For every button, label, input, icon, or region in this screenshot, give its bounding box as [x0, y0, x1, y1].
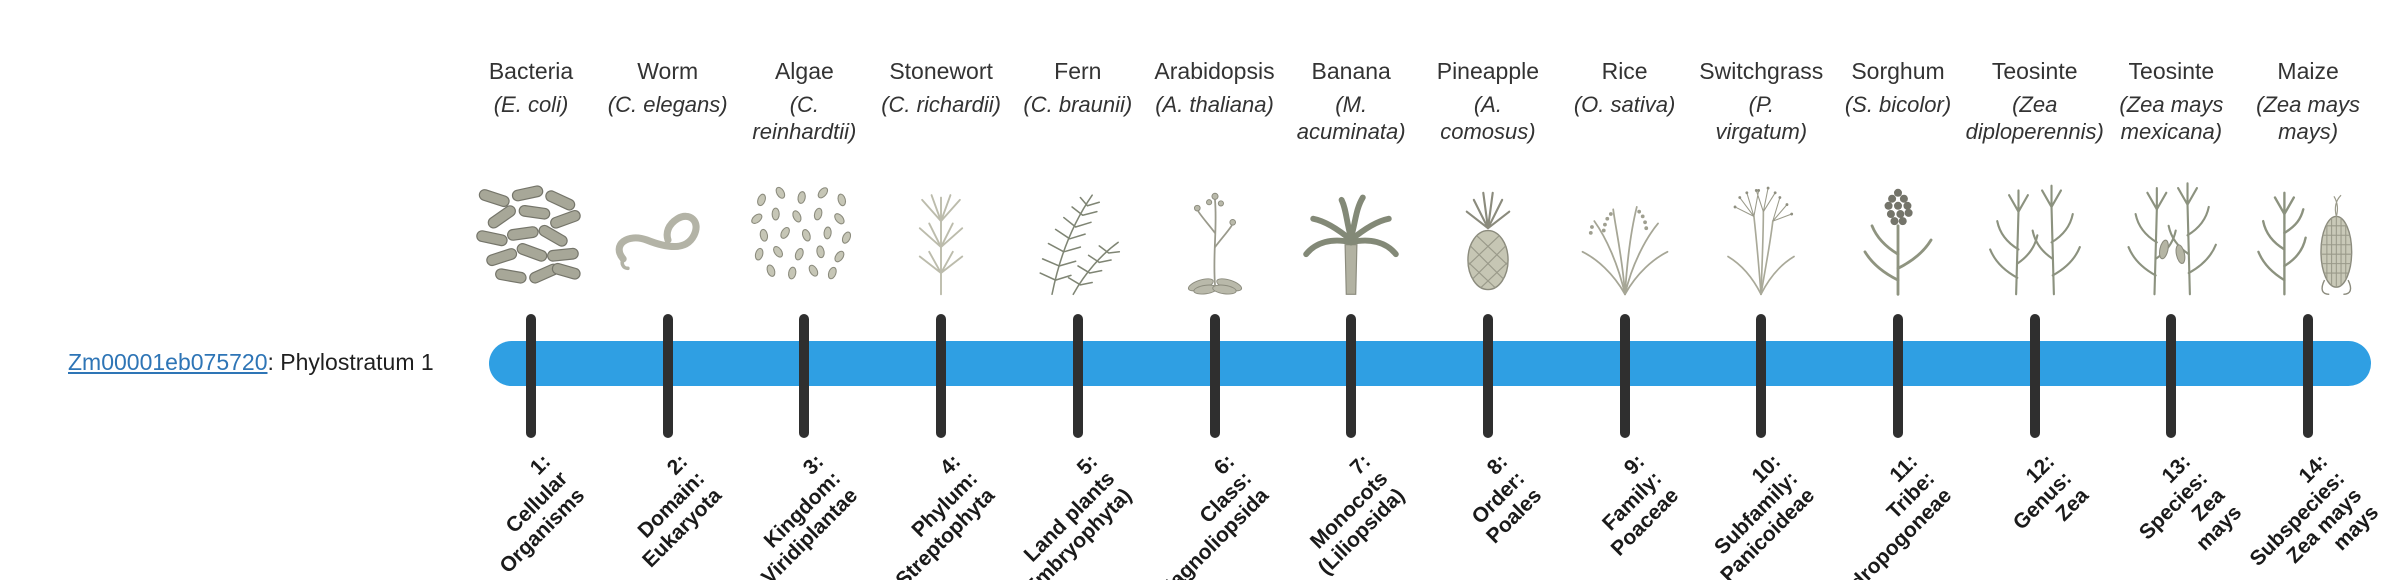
timeline-tick — [2166, 314, 2177, 438]
organism-header: Worm (C. elegans) — [588, 56, 748, 118]
teosinte-diploperennis-icon — [1973, 170, 2097, 304]
gene-id-link[interactable]: Zm00001eb075720 — [68, 349, 268, 375]
organism-scientific-name: (E. coli) — [493, 92, 569, 117]
organism-header: Pineapple (A. comosus) — [1408, 56, 1568, 145]
sorghum-icon — [1836, 170, 1960, 304]
organism-header: Maize (Zea mays mays) — [2228, 56, 2388, 145]
stonewort-icon — [879, 170, 1003, 304]
organism-common-name: Maize — [2277, 58, 2339, 84]
organism-common-name: Bacteria — [488, 58, 574, 84]
organism-common-name: Pineapple — [1436, 58, 1540, 84]
organism-common-name: Switchgrass — [1699, 58, 1824, 84]
timeline-tick — [1756, 314, 1767, 438]
organism-common-name: Worm — [637, 58, 699, 84]
arabidopsis-icon — [1153, 170, 1277, 304]
gene-caption: Zm00001eb075720: Phylostratum 1 — [68, 349, 434, 376]
organism-header: Switchgrass (P. virgatum) — [1681, 56, 1841, 145]
timeline-tick — [1072, 314, 1083, 438]
organism-common-name: Rice — [1601, 58, 1648, 84]
organism-header: Stonewort (C. richardii) — [861, 56, 1021, 118]
organism-common-name: Algae — [774, 58, 834, 84]
timeline-tick — [1619, 314, 1630, 438]
teosinte-mexicana-icon — [2109, 170, 2233, 304]
organism-header: Bacteria (E. coli) — [451, 56, 611, 118]
organism-common-name: Fern — [1054, 58, 1102, 84]
gene-caption-suffix: : Phylostratum 1 — [267, 349, 434, 375]
switchgrass-icon — [1699, 170, 1823, 304]
organism-scientific-name: (O. sativa) — [1573, 92, 1676, 117]
organism-header: Rice (O. sativa) — [1545, 56, 1705, 118]
organism-common-name: Sorghum — [1851, 58, 1945, 84]
organism-header: Sorghum (S. bicolor) — [1818, 56, 1978, 118]
organism-scientific-name: (A. comosus) — [1440, 92, 1536, 144]
timeline-tick — [1482, 314, 1493, 438]
phylostratum-timeline-bar — [489, 341, 2371, 386]
timeline-tick — [662, 314, 673, 438]
pineapple-icon — [1426, 170, 1550, 304]
organism-scientific-name: (C. richardii) — [881, 92, 1001, 117]
organism-header: Fern (C. braunii) — [998, 56, 1158, 118]
organism-scientific-name: (C. elegans) — [607, 92, 728, 117]
rice-icon — [1563, 170, 1687, 304]
organism-scientific-name: (Zea diploperennis) — [1965, 92, 2104, 144]
organism-common-name: Banana — [1311, 58, 1391, 84]
organism-scientific-name: (P. virgatum) — [1715, 92, 1808, 144]
organism-header: Teosinte (Zea mays mexicana) — [2091, 56, 2251, 145]
organism-scientific-name: (A. thaliana) — [1155, 92, 1274, 117]
worm-icon — [606, 170, 730, 304]
stratum-label: 1: Cellular Organisms — [495, 450, 590, 578]
organism-scientific-name: (Zea mays mays) — [2256, 92, 2361, 144]
timeline-tick — [799, 314, 810, 438]
organism-common-name: Teosinte — [1991, 58, 2078, 84]
organism-scientific-name: (S. bicolor) — [1844, 92, 1952, 117]
timeline-tick — [1346, 314, 1357, 438]
organism-common-name: Stonewort — [889, 58, 993, 84]
bacteria-icon — [469, 170, 593, 304]
timeline-tick — [1893, 314, 1903, 438]
organism-scientific-name: (C. reinhardtii) — [752, 92, 857, 144]
algae-icon — [742, 170, 866, 304]
organism-common-name: Arabidopsis — [1154, 58, 1275, 84]
organism-header: Teosinte (Zea diploperennis) — [1955, 56, 2115, 145]
organism-scientific-name: (C. braunii) — [1023, 92, 1133, 117]
banana-icon — [1289, 170, 1413, 304]
organism-common-name: Teosinte — [2128, 58, 2215, 84]
timeline-tick — [2303, 314, 2314, 438]
organism-header: Algae (C. reinhardtii) — [724, 56, 884, 145]
timeline-tick — [2029, 314, 2040, 438]
timeline-tick — [936, 314, 947, 438]
timeline-tick — [1209, 314, 1220, 438]
organism-header: Arabidopsis (A. thaliana) — [1135, 56, 1295, 118]
maize-icon — [2246, 170, 2370, 304]
organism-scientific-name: (M. acuminata) — [1296, 92, 1406, 144]
fern-icon — [1016, 170, 1140, 304]
timeline-tick — [526, 314, 536, 438]
organism-header: Banana (M. acuminata) — [1271, 56, 1431, 145]
organism-scientific-name: (Zea mays mexicana) — [2119, 92, 2224, 144]
